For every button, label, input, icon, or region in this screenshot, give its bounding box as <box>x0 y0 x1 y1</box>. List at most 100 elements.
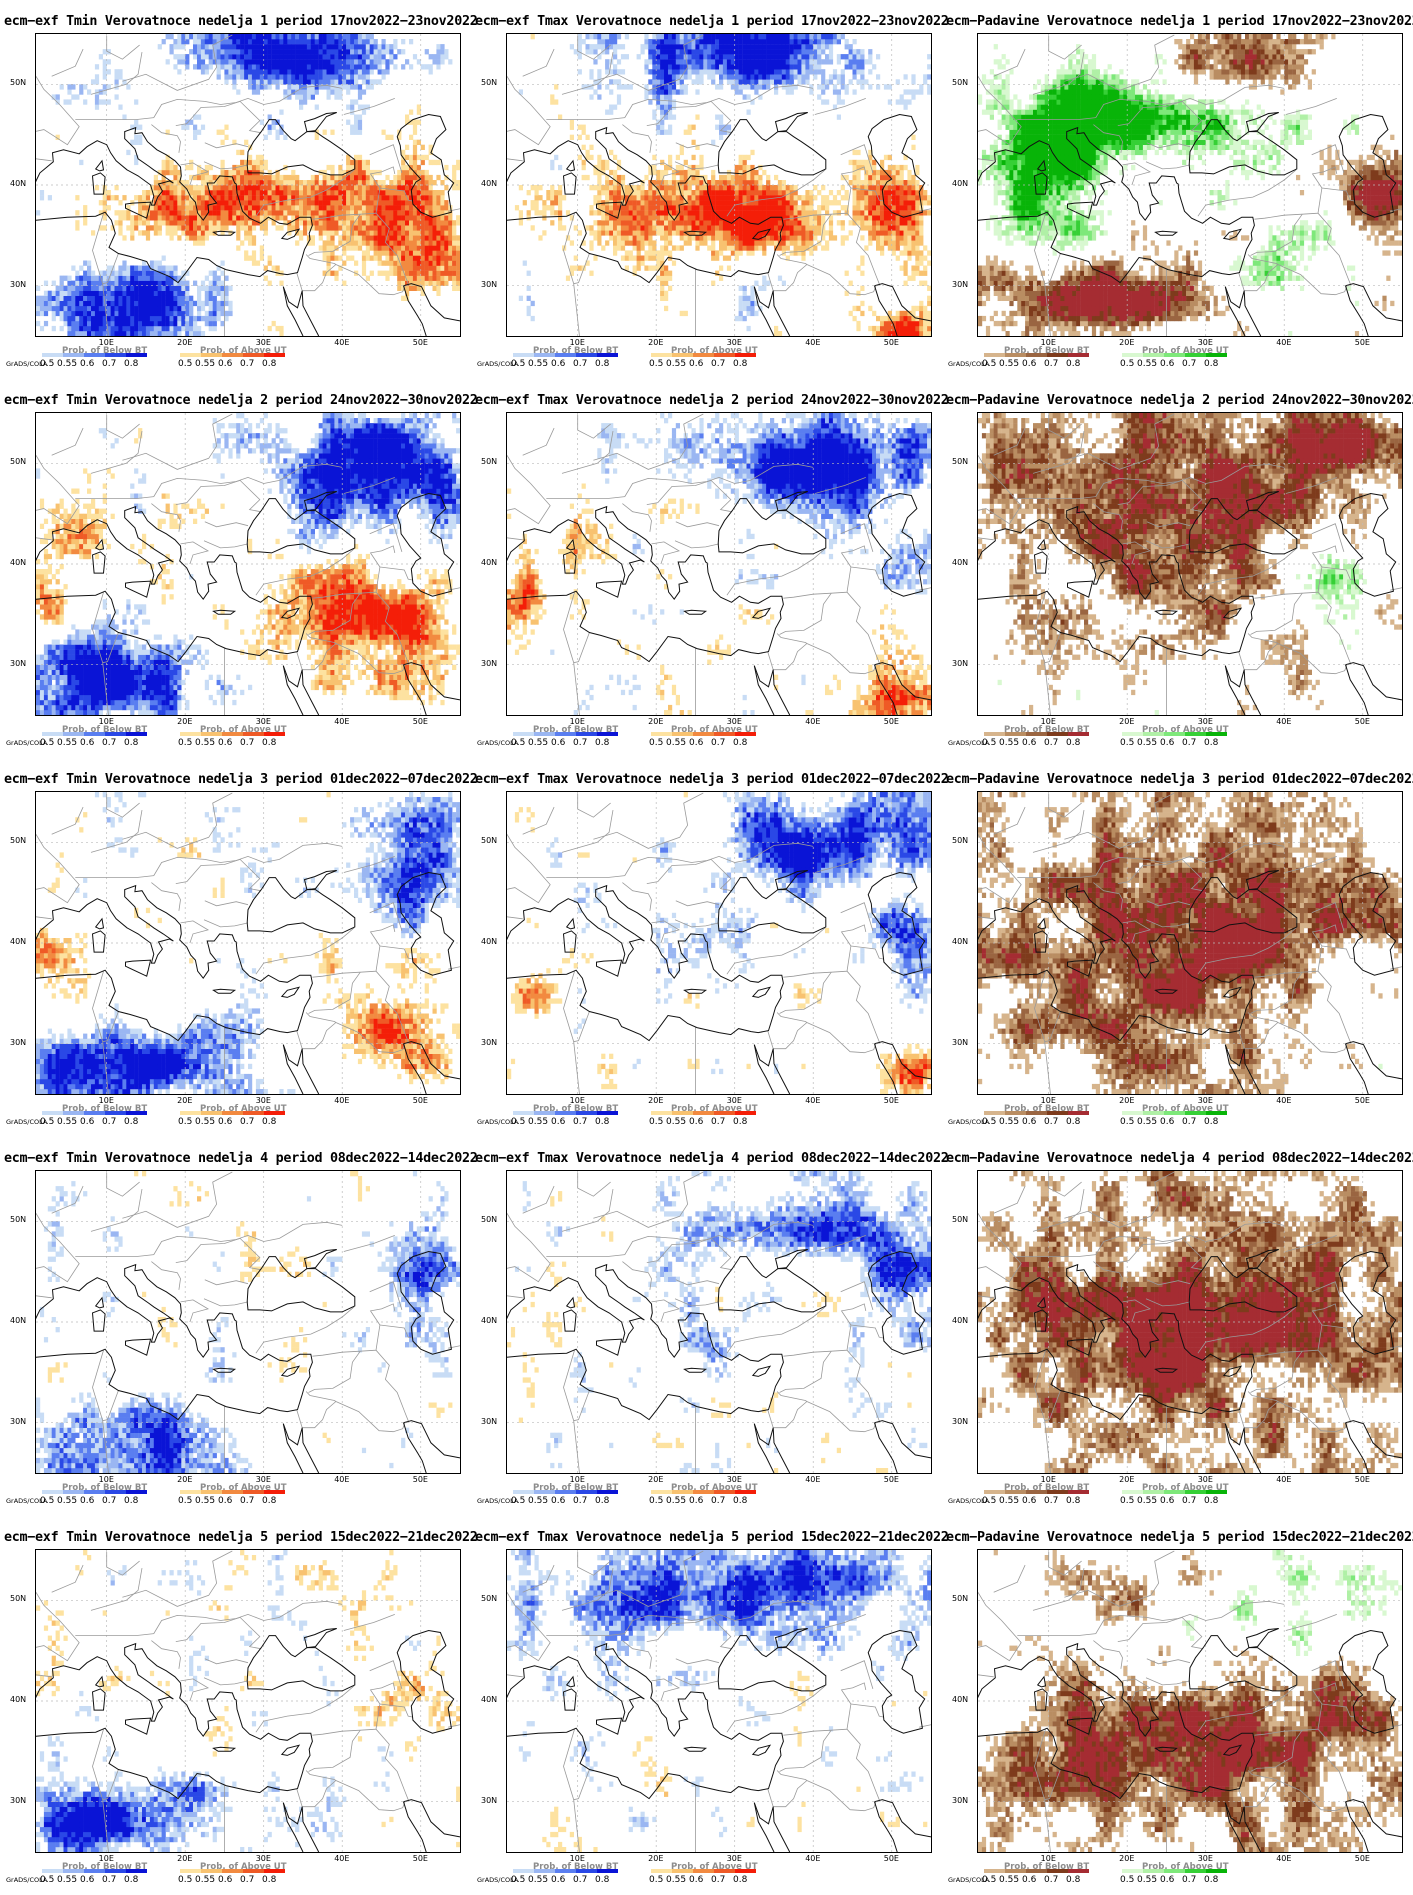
probability-cell <box>165 59 170 65</box>
probability-cell <box>856 59 861 65</box>
probability-cell <box>259 185 264 191</box>
probability-cell <box>346 89 351 95</box>
probability-cell <box>738 59 743 65</box>
probability-cell <box>306 180 312 186</box>
probability-cell <box>263 39 268 45</box>
probability-cell <box>208 310 213 317</box>
probability-cell <box>668 39 673 45</box>
probability-cell <box>883 185 889 191</box>
probability-cell <box>660 200 665 206</box>
probability-cell <box>271 34 276 40</box>
probability-cell <box>251 185 257 191</box>
probability-cell <box>365 84 370 90</box>
probability-cell <box>648 185 653 191</box>
probability-cell <box>204 205 209 211</box>
probability-cell <box>907 195 912 201</box>
probability-cell <box>244 205 249 211</box>
probability-cell <box>809 225 814 231</box>
probability-cell <box>401 230 406 236</box>
probability-cell <box>762 245 767 251</box>
probability-cell <box>216 34 221 40</box>
probability-cell <box>412 144 418 150</box>
probability-cell <box>318 210 323 216</box>
probability-cell <box>891 190 896 196</box>
probability-cell <box>110 310 115 317</box>
probability-cell <box>691 59 696 65</box>
probability-cell <box>652 195 657 201</box>
probability-cell <box>601 39 606 45</box>
probability-cell <box>189 174 194 181</box>
probability-cell <box>754 79 759 85</box>
probability-cell <box>581 174 586 181</box>
probability-cell <box>652 265 657 271</box>
probability-cell <box>432 265 437 271</box>
probability-cell <box>601 225 606 231</box>
probability-cell <box>126 149 131 156</box>
probability-cell <box>648 39 653 45</box>
probability-cell <box>668 84 673 90</box>
probability-cell <box>389 220 394 226</box>
probability-cell <box>161 210 166 216</box>
probability-cell <box>597 225 602 231</box>
probability-cell <box>173 225 178 231</box>
probability-cell <box>354 225 359 231</box>
probability-cell <box>326 265 331 271</box>
probability-cell <box>98 99 103 105</box>
probability-cell <box>326 205 331 211</box>
probability-cell <box>228 54 233 60</box>
probability-cell <box>758 205 763 211</box>
probability-cell <box>887 235 892 241</box>
probability-cell <box>876 169 881 176</box>
probability-cell <box>907 220 912 226</box>
probability-cell <box>640 190 645 196</box>
probability-cell <box>248 255 253 261</box>
probability-cell <box>762 280 767 286</box>
probability-cell <box>361 54 367 60</box>
probability-cell <box>844 290 849 296</box>
probability-cell <box>204 39 209 45</box>
probability-cell <box>711 230 716 236</box>
probability-cell <box>169 215 174 221</box>
probability-cell <box>204 275 209 281</box>
probability-cell <box>271 195 276 201</box>
probability-cell <box>87 275 92 281</box>
probability-cell <box>891 250 896 256</box>
probability-cell <box>640 180 645 186</box>
probability-cell <box>781 59 786 65</box>
probability-cell <box>138 134 143 140</box>
probability-cell <box>267 69 272 75</box>
probability-cell <box>401 245 406 251</box>
probability-cell <box>821 49 826 55</box>
probability-cell <box>138 310 143 317</box>
probability-cell <box>711 39 716 45</box>
probability-cell <box>232 190 237 196</box>
probability-cell <box>212 195 217 201</box>
probability-cell <box>766 54 771 60</box>
probability-cell <box>762 235 767 241</box>
probability-cell <box>338 255 343 261</box>
probability-cell <box>789 74 794 80</box>
probability-cell <box>322 64 327 70</box>
probability-cell <box>165 34 170 40</box>
probability-cell <box>868 195 873 201</box>
probability-cell <box>538 185 543 191</box>
probability-cell <box>801 220 806 226</box>
probability-cell <box>774 210 779 216</box>
probability-cell <box>87 315 92 322</box>
legend-tick: 0.5 <box>40 359 54 369</box>
probability-cell <box>161 295 166 301</box>
probability-cell <box>805 245 810 251</box>
probability-cell <box>656 79 661 85</box>
probability-cell <box>616 235 622 241</box>
probability-cell <box>157 220 162 226</box>
probability-cell <box>173 331 178 336</box>
probability-cell <box>656 260 661 266</box>
probability-cell <box>750 74 755 80</box>
probability-cell <box>699 159 704 166</box>
probability-cell <box>852 54 857 60</box>
probability-cell <box>432 285 437 291</box>
probability-cell <box>452 235 457 241</box>
probability-cell <box>279 210 284 216</box>
probability-cell <box>310 79 315 85</box>
probability-cell <box>719 54 724 60</box>
